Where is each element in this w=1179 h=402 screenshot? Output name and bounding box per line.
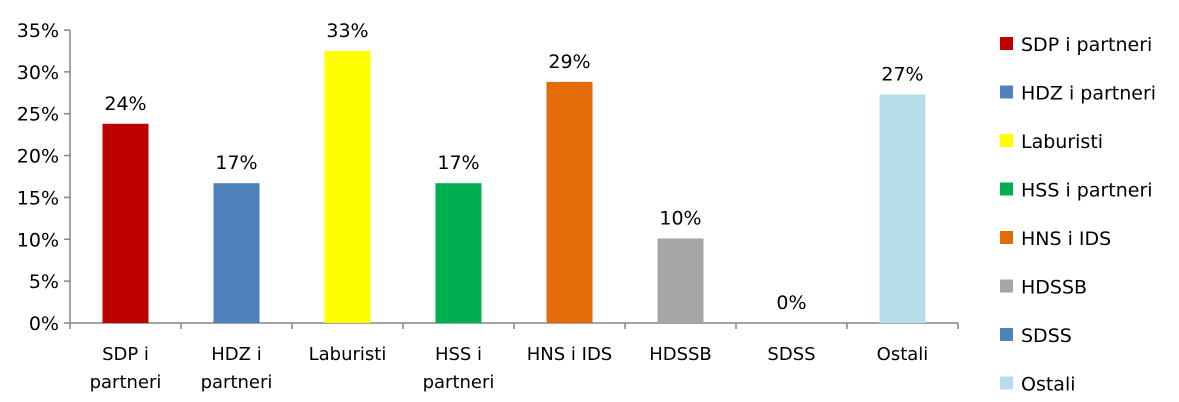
legend: SDP i partneri HDZ i partneri Laburisti HSS… [1000, 34, 1156, 396]
legend-label: HNS i IDS [1021, 228, 1111, 250]
legend-item: SDSS [1000, 325, 1072, 347]
x-tick-label: Ostali [877, 344, 929, 365]
data-label: 17% [215, 152, 257, 174]
x-tick-label: partneri [90, 372, 162, 393]
legend-label: HDSSB [1021, 277, 1087, 299]
bar [546, 81, 593, 323]
data-label: 17% [437, 152, 479, 174]
x-tick-label: HNS i IDS [527, 344, 612, 365]
legend-swatch [1000, 279, 1013, 293]
y-tick-label: 20% [17, 146, 59, 168]
legend-swatch [1000, 134, 1013, 147]
axes: 0% 5% 10% 15% 20% 25% 30% 35% SDP i partneri HDZ i… [17, 20, 959, 393]
legend-item: HNS i IDS [1000, 228, 1111, 250]
bar [435, 183, 482, 323]
bar [102, 123, 149, 323]
data-label: 10% [659, 207, 701, 229]
legend-item: SDP i partneri [1000, 34, 1152, 56]
data-label: 27% [881, 63, 923, 85]
x-tick-label: HDZ i [211, 344, 261, 365]
data-label: 0% [776, 292, 806, 314]
x-tick-label: SDSS [767, 344, 815, 365]
legend-swatch [1000, 328, 1013, 341]
y-tick-label: 25% [17, 104, 59, 126]
x-tick-label: HDSSB [649, 344, 712, 365]
legend-item: HDZ i partneri [1000, 83, 1156, 105]
bar [879, 94, 926, 324]
bar [324, 50, 371, 324]
legend-label: Laburisti [1021, 131, 1103, 153]
legend-label: Ostali [1021, 374, 1076, 396]
x-tick-label: Laburisti [309, 344, 387, 365]
y-tick-label: 5% [29, 271, 59, 293]
data-labels: 24% 17% 33% 17% 29% 10% 0% 27% [104, 20, 923, 314]
data-label: 33% [326, 20, 368, 42]
y-tick-label: 15% [17, 187, 59, 209]
x-tick-label: SDP i [102, 344, 149, 365]
data-label: 24% [104, 93, 146, 115]
legend-item: HDSSB [1000, 277, 1087, 299]
y-tick-label: 10% [17, 229, 59, 251]
legend-item: HSS i partneri [1000, 180, 1153, 202]
legend-label: SDP i partneri [1021, 34, 1152, 56]
legend-label: SDSS [1021, 325, 1072, 347]
x-tick-label: partneri [423, 372, 495, 393]
legend-swatch [1000, 376, 1013, 390]
legend-label: HSS i partneri [1021, 180, 1153, 202]
y-tick-label: 30% [17, 62, 59, 84]
data-label: 29% [548, 51, 590, 73]
x-tick-label: HSS i [435, 344, 482, 365]
y-tick-label: 35% [17, 20, 59, 42]
bars [102, 50, 926, 324]
legend-item: Ostali [1000, 374, 1076, 396]
legend-item: Laburisti [1000, 131, 1103, 153]
legend-swatch [1000, 37, 1013, 50]
legend-swatch [1000, 182, 1013, 196]
bar [213, 183, 260, 323]
legend-swatch [1000, 85, 1013, 99]
bar [657, 238, 704, 323]
y-tick-label: 0% [29, 313, 59, 335]
x-tick-label: partneri [201, 372, 273, 393]
legend-swatch [1000, 231, 1013, 244]
legend-label: HDZ i partneri [1021, 83, 1156, 105]
